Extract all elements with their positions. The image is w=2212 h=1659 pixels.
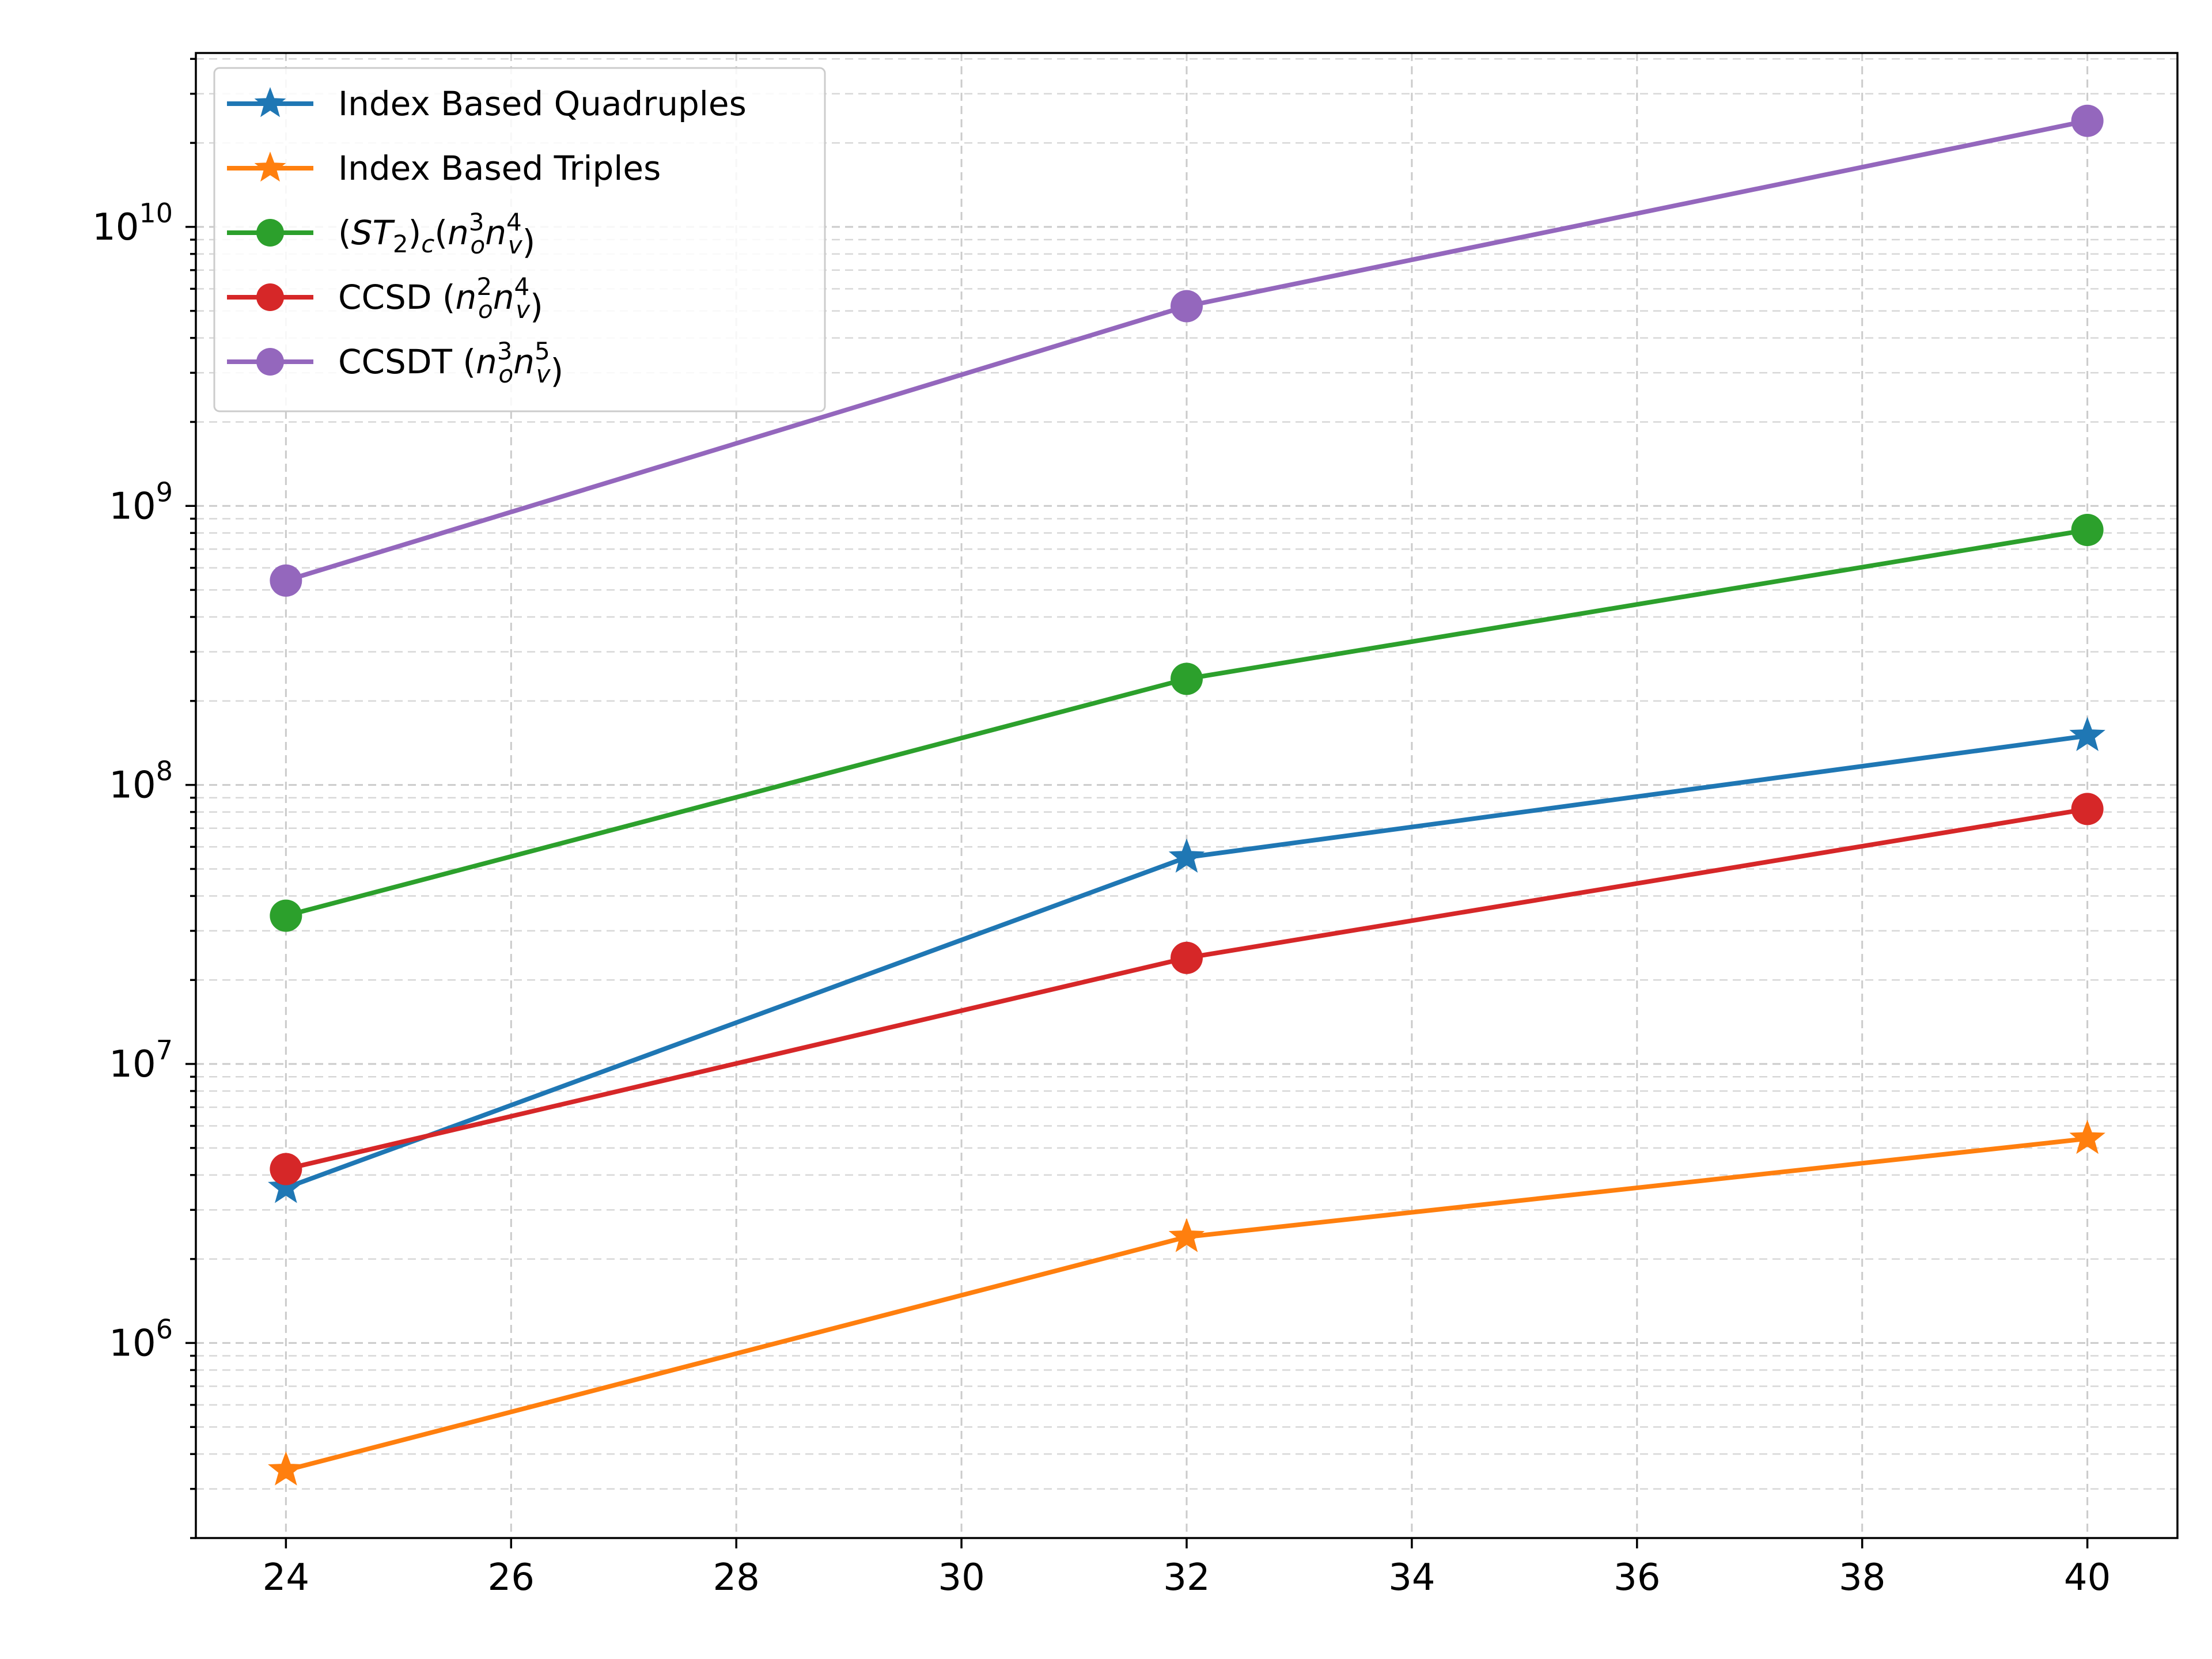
x-tick-label: 32 — [1163, 1556, 1210, 1599]
series — [268, 1119, 2105, 1486]
star-marker — [2069, 717, 2105, 751]
circle-marker — [2071, 104, 2104, 137]
legend-label: CCSD (n2 on4 v) — [338, 272, 543, 326]
star-marker — [268, 1451, 304, 1486]
legend-box — [213, 67, 826, 412]
x-tick-label: 34 — [1388, 1556, 1435, 1599]
legend-entry: Index Based Quadruples — [227, 84, 747, 123]
circle-marker — [2071, 793, 2104, 825]
legend-items: Index Based Quadruples Index Based Triple… — [227, 84, 747, 391]
legend-entry: CCSD (n2 on4 v) — [227, 272, 543, 326]
x-tick-label: 24 — [263, 1556, 309, 1599]
y-tick-label: 106 — [109, 1313, 173, 1365]
x-tick-label: 26 — [488, 1556, 535, 1599]
circle-marker — [2071, 514, 2104, 547]
star-marker — [254, 151, 286, 182]
legend: Index Based Quadruples Index Based Triple… — [213, 67, 826, 412]
series-layer — [268, 104, 2105, 1486]
circle-marker — [1171, 941, 1203, 974]
series — [270, 793, 2104, 1185]
legend-entry: Index Based Triples — [227, 149, 661, 188]
star-marker — [254, 87, 286, 118]
circle-marker — [1171, 662, 1203, 695]
x-tick-label: 40 — [2064, 1556, 2111, 1599]
y-tick-exponent: 8 — [156, 756, 173, 787]
circle-marker — [256, 348, 284, 376]
legend-label: Index Based Triples — [338, 149, 661, 188]
x-tick-label: 28 — [713, 1556, 759, 1599]
star-marker — [1168, 1218, 1205, 1252]
x-tick-label: 38 — [1839, 1556, 1885, 1599]
circle-marker — [1171, 290, 1203, 323]
circle-marker — [256, 283, 284, 311]
star-marker — [1168, 838, 1205, 873]
legend-label: CCSDT (n3 on5 v) — [338, 337, 563, 391]
y-tick-exponent: 6 — [156, 1313, 173, 1344]
y-tick-label: 108 — [109, 756, 173, 807]
y-tick-exponent: 9 — [156, 476, 173, 507]
legend-label: (ST2)c(n3 on4 v) — [338, 208, 535, 262]
legend-label: Index Based Quadruples — [338, 84, 747, 123]
series — [270, 514, 2104, 932]
star-marker — [268, 1169, 304, 1203]
y-tick-exponent: 10 — [139, 198, 173, 229]
legend-entry: (ST2)c(n3 on4 v) — [227, 208, 535, 262]
y-tick-label: 107 — [109, 1035, 173, 1086]
circle-marker — [256, 219, 284, 247]
circle-marker — [270, 564, 302, 597]
circle-marker — [270, 1153, 302, 1185]
circle-marker — [270, 899, 302, 932]
legend-entry: CCSDT (n3 on5 v) — [227, 337, 563, 391]
series — [268, 717, 2105, 1203]
x-tick-label: 30 — [938, 1556, 984, 1599]
y-tick-exponent: 7 — [156, 1035, 173, 1066]
y-tick-label: 1010 — [92, 198, 173, 249]
x-tick-label: 36 — [1613, 1556, 1660, 1599]
y-tick-label: 109 — [109, 476, 173, 528]
series — [270, 104, 2104, 597]
star-marker — [2069, 1119, 2105, 1154]
